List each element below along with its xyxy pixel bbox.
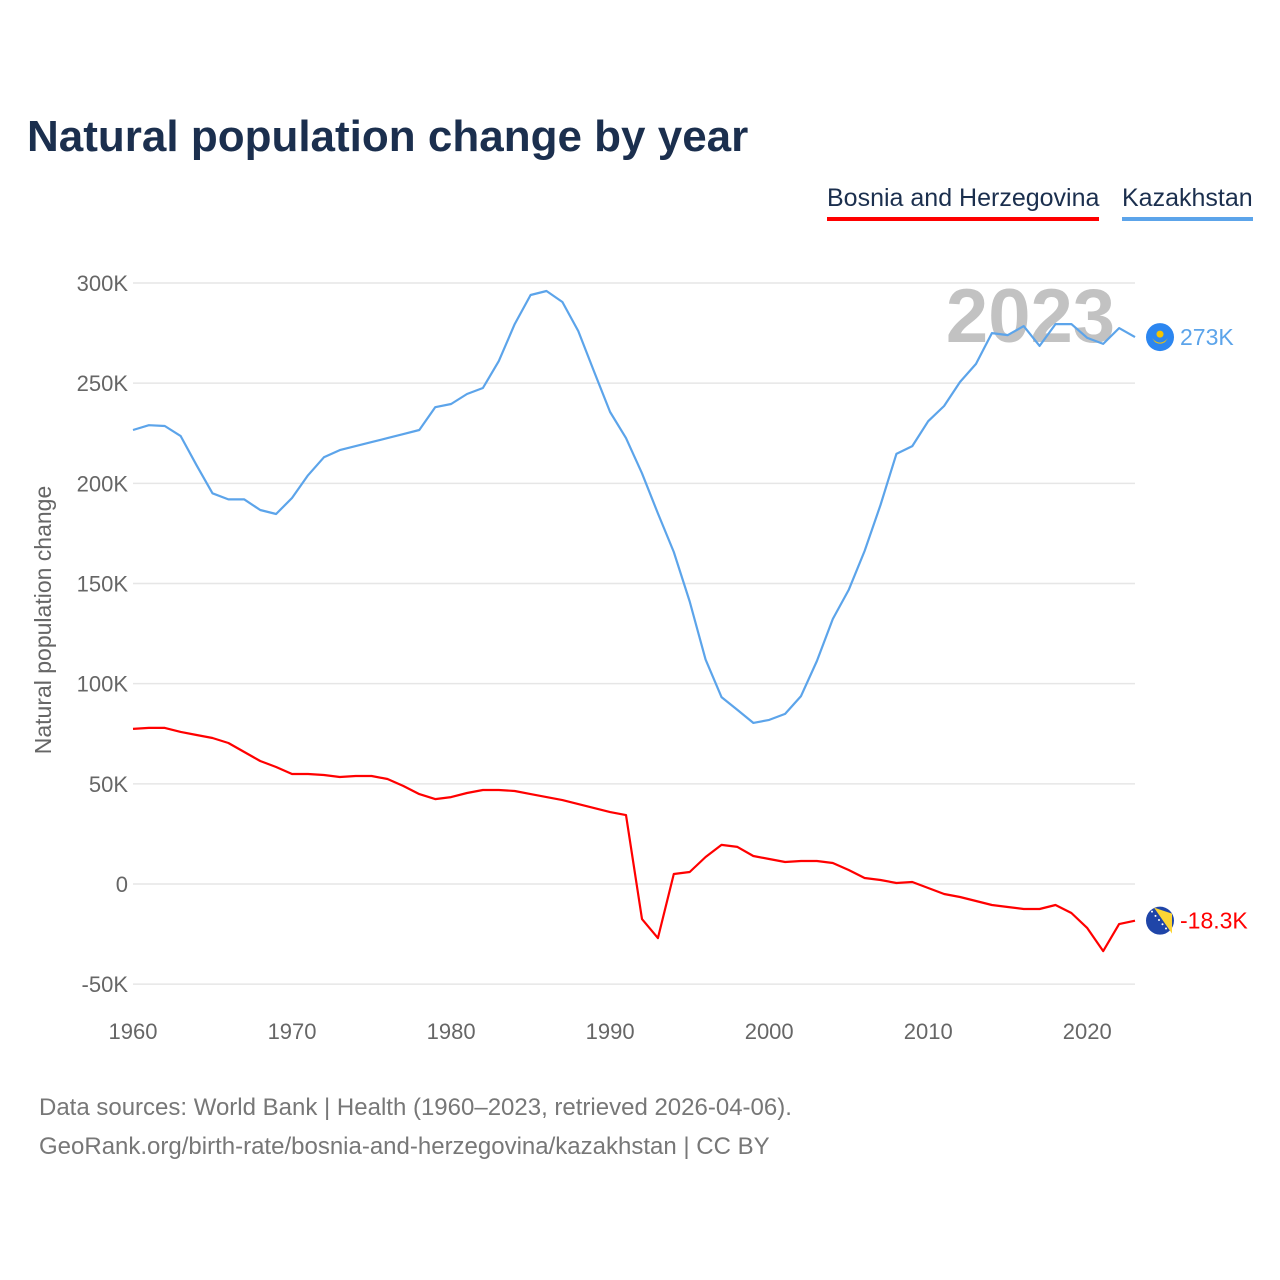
bosnia-flag-icon — [1146, 906, 1174, 935]
flag-sun — [1156, 330, 1164, 338]
end-value-label: 273K — [1180, 324, 1234, 350]
source-note: Data sources: World Bank | Health (1960–… — [39, 1088, 792, 1166]
flag-star — [1161, 923, 1164, 926]
x-tick-label: 1980 — [427, 1019, 476, 1044]
year-watermark: 2023 — [946, 274, 1115, 359]
flag-star — [1154, 914, 1157, 917]
x-tick-label: 2000 — [745, 1019, 794, 1044]
y-tick-label: 100K — [77, 672, 129, 697]
x-tick-label: 2010 — [904, 1019, 953, 1044]
y-tick-label: -50K — [82, 972, 129, 997]
flag-triangle — [1154, 907, 1172, 934]
legend-item-bosnia[interactable]: Bosnia and Herzegovina — [827, 184, 1100, 221]
flag-star — [1151, 910, 1153, 913]
y-tick-label: 200K — [77, 471, 129, 496]
y-tick-label: 250K — [77, 371, 129, 396]
y-tick-label: 50K — [89, 772, 128, 797]
y-tick-label: 150K — [77, 572, 129, 597]
y-axis-label: Natural population change — [30, 486, 56, 755]
chart-title: Natural population change by year — [27, 112, 749, 161]
flag-star — [1158, 919, 1160, 922]
end-value-label: -18.3K — [1180, 908, 1248, 934]
series-line-bosnia — [132, 726, 1136, 953]
source-line-2[interactable]: GeoRank.org/birth-rate/bosnia-and-herzeg… — [39, 1133, 770, 1160]
flag-eagle — [1152, 338, 1168, 344]
x-tick-label: 2020 — [1063, 1019, 1112, 1044]
source-line-1: Data sources: World Bank | Health (1960–… — [39, 1094, 792, 1121]
y-tick-label: 0 — [116, 872, 128, 897]
legend-item-kazakhstan[interactable]: Kazakhstan — [1122, 184, 1253, 221]
series-line-kazakhstan — [132, 289, 1136, 724]
flag-star — [1165, 927, 1167, 930]
x-tick-label: 1970 — [268, 1019, 317, 1044]
kazakhstan-flag-icon — [1146, 323, 1174, 352]
x-tick-label: 1960 — [109, 1019, 158, 1044]
x-tick-label: 1990 — [586, 1019, 635, 1044]
y-tick-label: 300K — [77, 271, 129, 296]
